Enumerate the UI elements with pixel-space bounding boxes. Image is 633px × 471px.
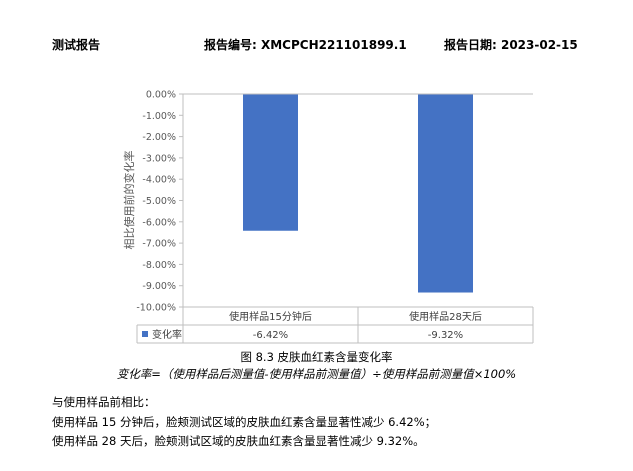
legend-series-name: 变化率: [152, 328, 182, 341]
y-tick-label: -5.00%: [142, 196, 176, 207]
y-tick-label: -3.00%: [142, 153, 176, 164]
bar: [243, 94, 298, 231]
report-date: 报告日期: 2023-02-15: [444, 38, 578, 52]
value-label: -6.42%: [253, 330, 288, 341]
data-table: 使用样品15分钟后 -6.42% 使用样品28天后 -9.32% 变化率: [136, 306, 534, 344]
report-number: 报告编号: XMCPCH221101899.1: [204, 38, 407, 52]
category-label: 使用样品28天后: [409, 310, 482, 323]
y-tick-label: -4.00%: [142, 175, 176, 186]
y-tick-label: -8.00%: [142, 260, 176, 271]
result-line-28days: 使用样品 28 天后，脸颊测试区域的皮肤血红素含量显著性减少 9.32%。: [52, 434, 425, 448]
y-tick-label: -2.00%: [142, 132, 176, 143]
result-line-15min: 使用样品 15 分钟后，脸颊测试区域的皮肤血红素含量显著性减少 6.42%；: [52, 415, 437, 429]
y-tick-label: -1.00%: [142, 111, 176, 122]
formula: 变化率=（使用样品后测量值-使用样品前测量值）÷使用样品前测量值×100%: [116, 367, 517, 381]
y-tick-label: -6.00%: [142, 217, 176, 228]
y-axis-tick-labels: 0.00% -1.00% -2.00% -3.00% -4.00% -5.00% -6.00…: [136, 90, 183, 314]
y-tick-label: -10.00%: [136, 303, 176, 314]
value-label: -9.32%: [428, 330, 463, 341]
result-intro: 与使用样品前相比：: [52, 395, 156, 409]
y-tick-label: -7.00%: [142, 239, 176, 250]
legend-swatch: [142, 331, 148, 337]
y-tick-label: 0.00%: [146, 90, 176, 101]
category-label: 使用样品15分钟后: [229, 310, 312, 323]
y-axis-label: 相比使用前的变化率: [122, 151, 136, 250]
bars: [243, 94, 473, 293]
figure-caption: 图 8.3 皮肤血红素含量变化率: [240, 350, 393, 364]
report-title: 测试报告: [52, 38, 101, 52]
bar: [418, 94, 473, 293]
y-tick-label: -9.00%: [142, 281, 176, 292]
